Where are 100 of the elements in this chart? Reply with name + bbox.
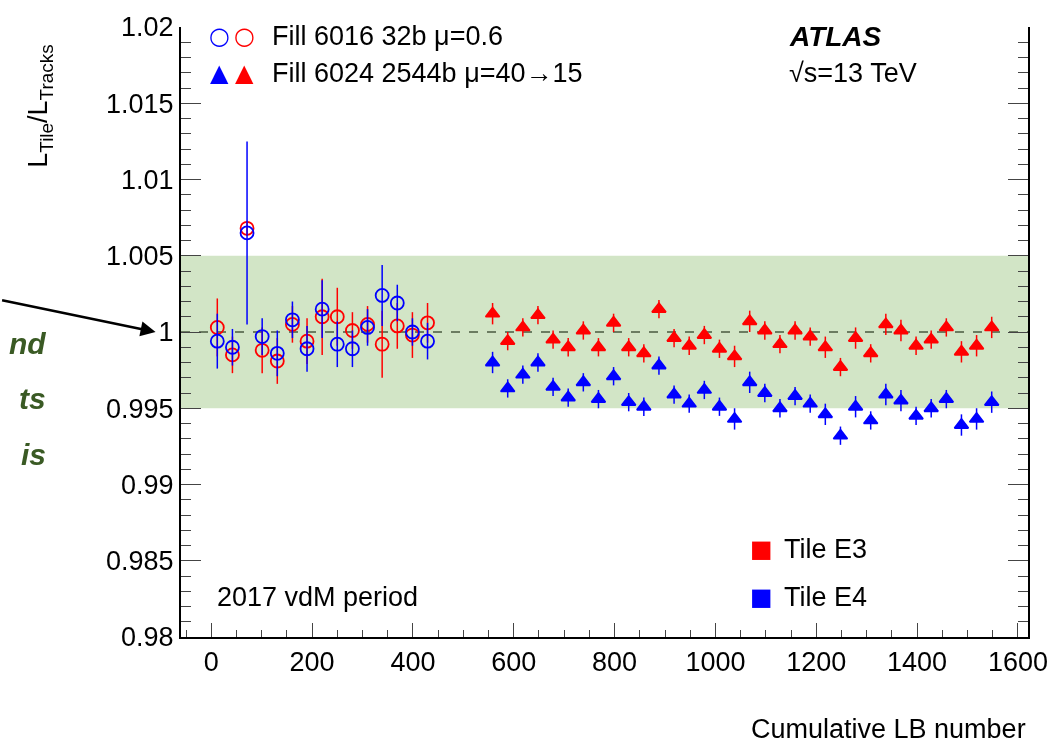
- annotation: ■: [750, 583, 773, 611]
- point: [908, 338, 924, 350]
- point: [515, 320, 531, 332]
- point: [666, 387, 682, 399]
- annotation: Tile E3: [784, 534, 868, 564]
- point: [269, 345, 285, 361]
- annotation: Tile E4: [784, 582, 868, 612]
- y-tick-label: 0.98: [121, 622, 174, 653]
- point: [345, 341, 360, 357]
- point: [530, 308, 546, 320]
- point: [605, 369, 622, 381]
- point: [605, 315, 622, 327]
- text: ts: [19, 382, 46, 415]
- point: [360, 316, 375, 332]
- point: [225, 339, 240, 355]
- point: [681, 338, 698, 350]
- point: [560, 390, 577, 402]
- point: [620, 340, 637, 352]
- text: nd: [9, 327, 47, 360]
- point: [285, 316, 300, 332]
- point: [374, 336, 390, 352]
- point: [832, 428, 849, 440]
- point: [711, 341, 728, 353]
- point: [681, 396, 698, 408]
- annotation: ○: [209, 22, 230, 50]
- y-tick-label: 0.995: [106, 393, 174, 424]
- point: [651, 302, 667, 314]
- point: [756, 323, 773, 335]
- point: [983, 395, 1000, 407]
- point: [389, 318, 405, 334]
- point: [530, 355, 546, 367]
- annotation: Fill 6024 2544b μ=40→15: [272, 58, 583, 88]
- x-tick-label: 1200: [786, 647, 847, 678]
- point: [314, 309, 330, 325]
- point: [239, 225, 255, 241]
- point: [802, 396, 819, 408]
- point: [878, 317, 894, 329]
- annotation: ▲: [210, 59, 229, 87]
- x-tick-label: 200: [289, 647, 335, 678]
- point: [923, 401, 940, 413]
- annotation: ▲: [235, 59, 254, 87]
- annotation: Fill 6016 32b μ=0.6: [272, 21, 503, 51]
- point: [726, 349, 743, 361]
- annotation: 2017 vdM period: [217, 582, 419, 612]
- point: [484, 306, 501, 318]
- x-tick-label: 800: [592, 647, 638, 678]
- point: [389, 295, 405, 311]
- annotation: ○: [234, 22, 255, 50]
- point: [499, 381, 516, 393]
- x-tick-label: 400: [390, 647, 436, 678]
- point: [575, 375, 592, 387]
- point: [817, 340, 834, 352]
- point: [575, 323, 592, 335]
- point: [772, 337, 788, 349]
- point: [908, 408, 924, 420]
- y-tick-label: 0.99: [121, 469, 174, 500]
- annotation: √s=13 TeV: [789, 58, 917, 88]
- point: [772, 401, 788, 413]
- y-tick-label: 1.01: [121, 164, 174, 195]
- x-axis-title: Cumulative LB number: [751, 714, 1026, 744]
- y-tick-label: 1.005: [106, 241, 174, 272]
- point: [269, 353, 285, 369]
- point: [651, 358, 667, 370]
- point: [590, 340, 607, 352]
- point: [953, 344, 970, 356]
- point: [545, 332, 561, 344]
- point: [420, 315, 435, 331]
- text: is: [21, 438, 47, 471]
- point: [862, 346, 879, 358]
- point: [636, 346, 652, 358]
- point: [893, 393, 909, 405]
- point: [847, 399, 864, 411]
- point: [862, 413, 879, 425]
- point: [285, 312, 300, 328]
- point: [515, 367, 531, 379]
- point: [254, 329, 270, 344]
- point: [923, 332, 940, 344]
- point: [254, 342, 270, 358]
- y-tick-label: 1.02: [121, 12, 174, 43]
- x-tick-label: 1000: [685, 647, 746, 678]
- x-tick-label: 1600: [987, 647, 1048, 678]
- x-tick-label: 600: [491, 647, 537, 678]
- point: [878, 387, 894, 399]
- y-tick-label: 1.015: [106, 88, 174, 119]
- point: [560, 340, 577, 352]
- point: [787, 323, 803, 335]
- point: [225, 347, 240, 363]
- annotation: ATLAS: [789, 21, 882, 52]
- point: [209, 320, 225, 335]
- point: [484, 355, 501, 367]
- y-tick-label: 1: [158, 317, 174, 348]
- point: [817, 407, 834, 419]
- point: [345, 323, 360, 338]
- y-tick-label: 0.985: [106, 546, 174, 577]
- point: [329, 336, 345, 352]
- point: [499, 334, 516, 346]
- point: [420, 333, 435, 349]
- point: [299, 341, 315, 357]
- point: [741, 375, 758, 387]
- point: [802, 329, 819, 341]
